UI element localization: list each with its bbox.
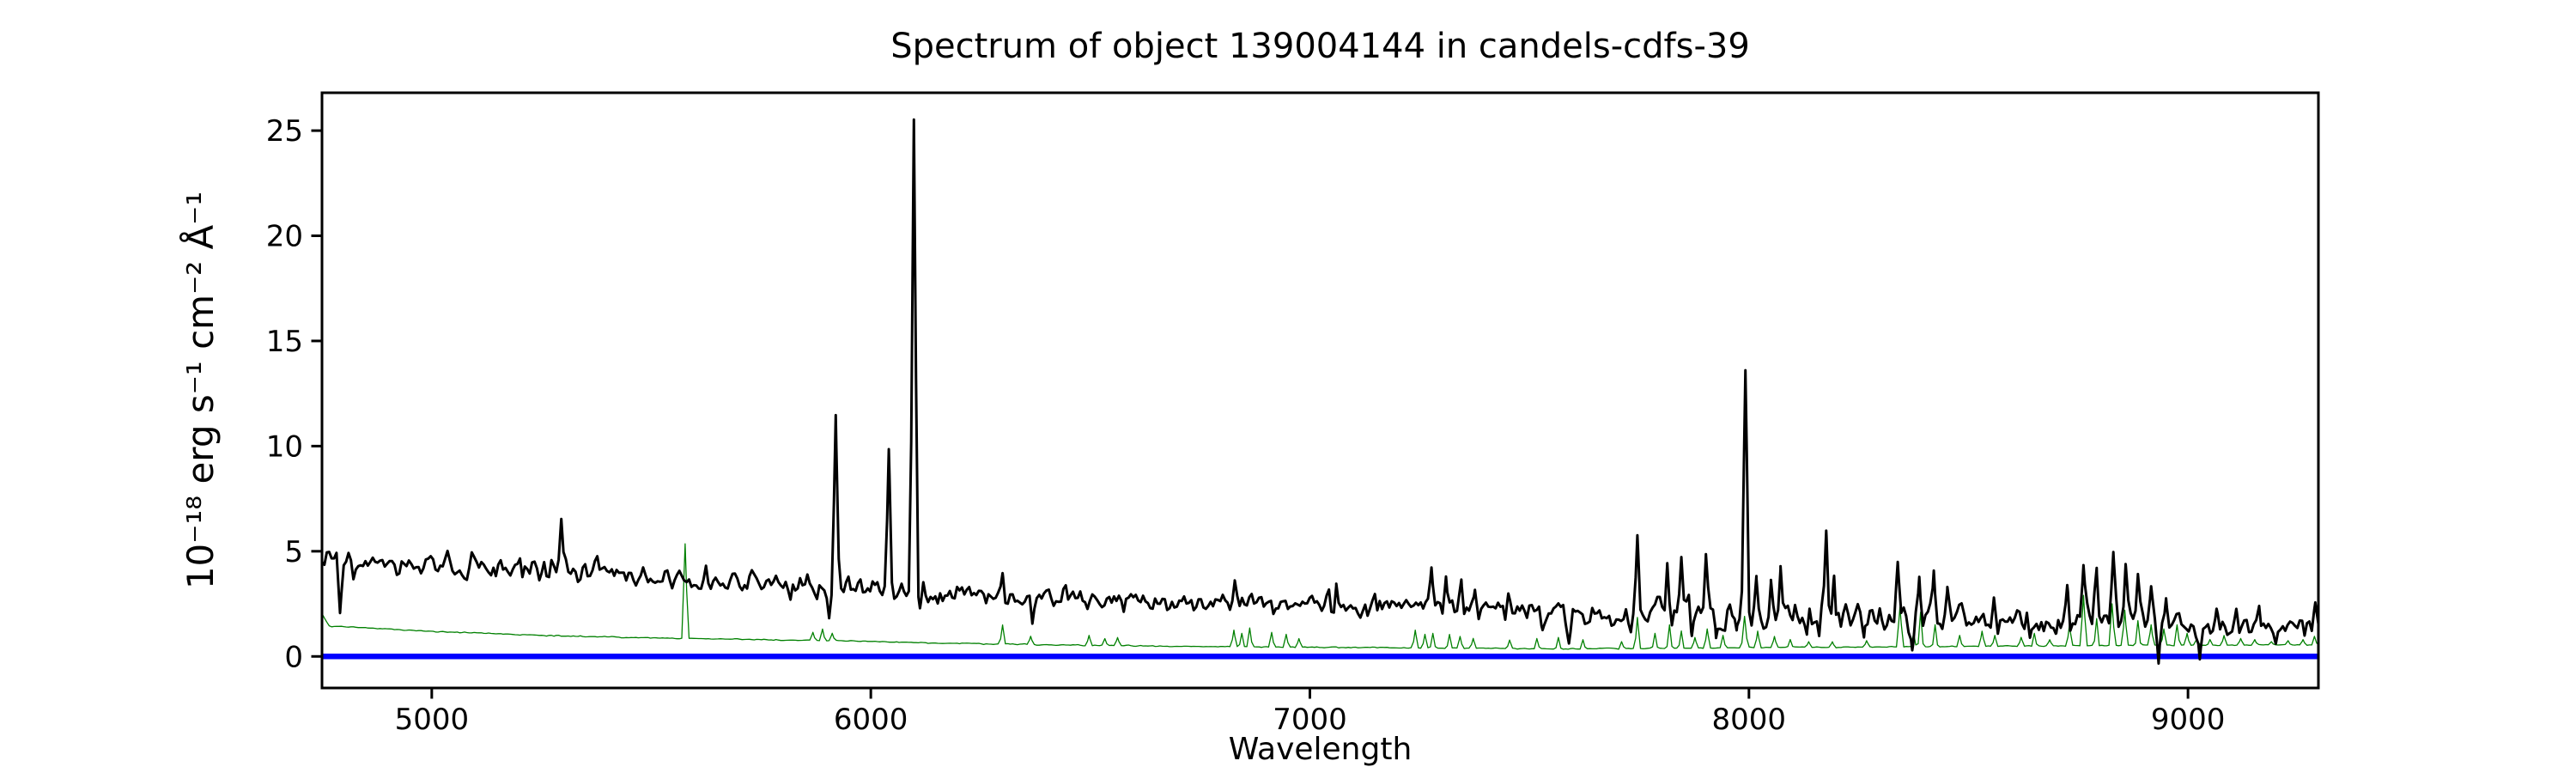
- x-tick-label: 5000: [395, 703, 470, 737]
- clipped-series: [322, 118, 2318, 665]
- noise-spectrum-line: [322, 543, 2318, 650]
- axes-spines: [320, 91, 2320, 690]
- axes-layer: 5000 6000 7000 8000 9000 0 5 10 15 20 25: [266, 91, 2320, 737]
- y-tick-label: 10: [266, 429, 303, 464]
- y-tick-label: 15: [266, 325, 303, 359]
- x-axis-label: Wavelength: [1229, 732, 1413, 767]
- x-tick-label: 8000: [1712, 703, 1787, 737]
- y-tick-label: 5: [284, 535, 303, 569]
- x-tick-label: 9000: [2151, 703, 2226, 737]
- flux-spectrum-line: [322, 118, 2318, 665]
- x-tick-label: 7000: [1273, 703, 1347, 737]
- x-tick-label: 6000: [834, 703, 908, 737]
- y-tick-label: 0: [284, 640, 303, 674]
- y-axis-label: 10⁻¹⁸ erg s⁻¹ cm⁻² Å⁻¹: [179, 192, 222, 589]
- chart-title: Spectrum of object 139004144 in candels-…: [890, 27, 1750, 66]
- y-tick-label: 20: [266, 220, 303, 254]
- y-tick-label: 25: [266, 114, 303, 149]
- plot-content: [322, 118, 2318, 665]
